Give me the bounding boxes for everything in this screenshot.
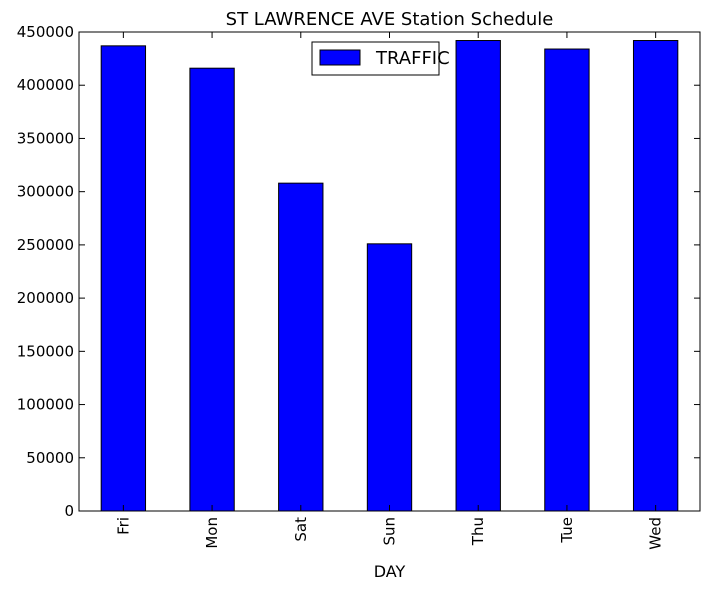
legend-label: TRAFFIC: [375, 48, 450, 69]
bar-sat: [278, 182, 324, 512]
y-axis: 0 50000 100000 150000 200000 250000 300000 3500…: [17, 23, 700, 520]
legend-swatch: [319, 49, 361, 66]
y-tick-label: 400000: [17, 76, 74, 94]
y-tick-label: 300000: [17, 183, 74, 201]
bar-sun: [366, 243, 413, 512]
y-tick-label: 50000: [26, 449, 74, 467]
x-tick-label-thu: Thu: [469, 517, 487, 546]
y-tick-label: 100000: [17, 396, 74, 414]
bar-fri: [100, 45, 147, 512]
bar-tue: [544, 48, 590, 512]
x-tick-label-wed: Wed: [647, 517, 665, 550]
bar-wed: [632, 40, 679, 512]
y-tick-label: 450000: [17, 23, 74, 41]
x-axis: Fri Mon Sat Sun Thu Tue Wed: [114, 32, 665, 550]
bar-thu: [455, 40, 501, 512]
x-tick-label-sat: Sat: [292, 517, 310, 542]
bars-group: [100, 40, 679, 512]
y-tick-label: 150000: [17, 342, 74, 360]
legend: TRAFFIC: [311, 41, 450, 76]
x-tick-label-mon: Mon: [203, 517, 221, 549]
y-tick-label: 250000: [17, 236, 74, 254]
x-tick-label-fri: Fri: [114, 517, 132, 535]
x-axis-label: DAY: [374, 562, 406, 581]
chart-title: ST LAWRENCE AVE Station Schedule: [226, 9, 554, 30]
bar-mon: [189, 67, 235, 512]
y-tick-label: 350000: [17, 129, 74, 147]
x-tick-label-sun: Sun: [381, 517, 399, 546]
y-tick-label: 200000: [17, 289, 74, 307]
y-tick-label: 0: [64, 502, 74, 520]
x-tick-label-tue: Tue: [558, 517, 576, 544]
